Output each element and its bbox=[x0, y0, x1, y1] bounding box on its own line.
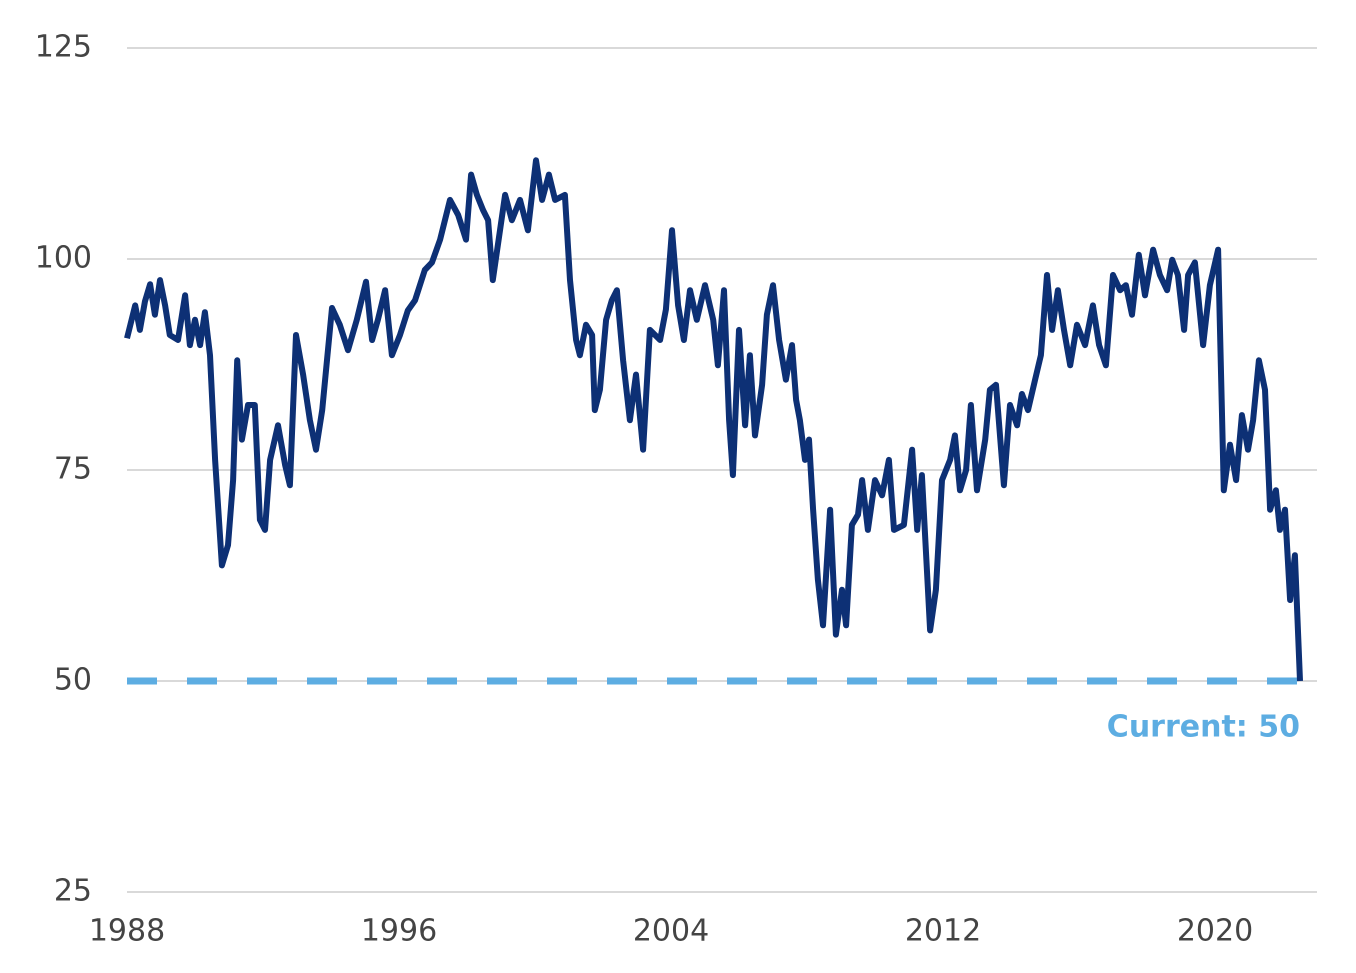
y-tick-label: 75 bbox=[54, 452, 92, 487]
data-line bbox=[124, 157, 1303, 682]
reference-label: Current: 50 bbox=[1107, 710, 1300, 745]
x-tick-label: 2004 bbox=[633, 914, 709, 949]
y-tick-label: 50 bbox=[54, 663, 92, 698]
x-tick-label: 1996 bbox=[361, 914, 437, 949]
x-tick-label: 2020 bbox=[1177, 914, 1253, 949]
y-tick-label: 125 bbox=[35, 30, 92, 65]
x-tick-label: 2012 bbox=[905, 914, 981, 949]
y-tick-label: 25 bbox=[54, 874, 92, 909]
x-tick-label: 1988 bbox=[89, 914, 165, 949]
y-tick-label: 100 bbox=[35, 241, 92, 276]
